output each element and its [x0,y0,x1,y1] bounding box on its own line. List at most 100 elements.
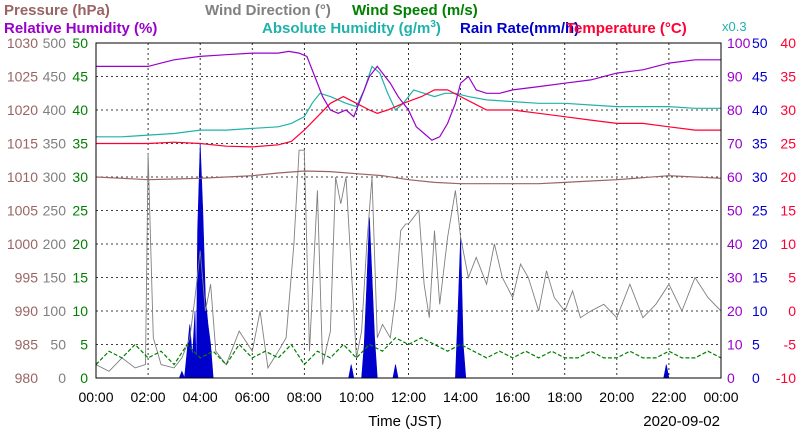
legend-wind-speed-text: Wind Speed (m/s) [352,2,478,19]
wind-speed-tick-label: 40 [72,102,88,118]
pressure-tick-label: 1030 [7,35,38,51]
x-tick-label: 04:00 [183,389,218,405]
x-tick-label: 14:00 [443,389,478,405]
temperature-tick-label: 5 [788,270,796,286]
relative-humidity-tick-label: 50 [727,203,743,219]
wind-direction-tick-label: 450 [43,69,67,85]
x-tick-label: 10:00 [339,389,374,405]
x-axis-label: Time (JST) [368,413,442,430]
pressure-tick-label: 1005 [7,203,38,219]
relative-humidity-tick-label: 0 [727,370,735,386]
x-tick-label: 08:00 [287,389,322,405]
wind-direction-tick-label: 50 [50,337,66,353]
wind-speed-axis: 0 5 10 15 20 25 30 35 40 45 50 [72,35,88,386]
wind-direction-axis: 0 50 100 150 200 250 300 350 400 450 500 [43,35,67,386]
temperature-tick-label: 20 [780,169,796,185]
series-wind-speed-m-s-line [95,337,722,366]
rain-rate-tick-label: 10 [752,303,768,319]
series-relative-humidity [96,50,721,141]
wind-speed-tick-label: 25 [72,203,88,219]
series-wind-speed-m-s [95,337,722,366]
rain-rate-tick-label: 50 [752,35,768,51]
rain-rate-tick-label: 0 [752,370,760,386]
series-temperature-c [96,89,721,148]
temperature-tick-label: 10 [780,236,796,252]
temperature-tick-label: 25 [780,136,796,152]
wind-direction-tick-label: 300 [43,169,67,185]
legend-relative-humidity-text: Relative Humidity (%) [4,20,157,37]
pressure-tick-label: 990 [15,303,39,319]
legend-absolute-humidity-close: ) [436,20,441,37]
legend-row-top: Pressure (hPa) Wind Direction (°) Wind Spe… [4,2,478,19]
x-tick-label: 00:00 [78,389,113,405]
legend-absolute-humidity-sup: 3 [430,19,436,30]
rain-rate-tick-label: 5 [752,337,760,353]
pressure-tick-label: 980 [15,370,39,386]
legend-wind-speed: Wind Speed (m/s) [352,2,478,19]
rain-rate-tick-label: 30 [752,169,768,185]
relative-humidity-axis: 0 10 20 30 40 50 60 70 80 90 100 [727,35,751,386]
x-tick-label: 06:00 [235,389,270,405]
pressure-tick-label: 1025 [7,69,38,85]
rain-rate-tick-label: 45 [752,69,768,85]
wind-speed-tick-label: 45 [72,69,88,85]
legend-absolute-humidity-text: Absolute Humidity (g/m [262,20,430,37]
wind-speed-tick-label: 30 [72,169,88,185]
x-tick-label: 22:00 [651,389,686,405]
rain-rate-tick-label: 40 [752,102,768,118]
legend-temperature: Temperature (°C) [566,20,687,37]
legend-row-bottom: Relative Humidity (%) Absolute Humidity (… [4,19,687,37]
pressure-tick-label: 1015 [7,136,38,152]
x-axis: 00:00 02:00 04:00 06:00 08:00 10:00 12:00 14:00… [78,389,738,405]
relative-humidity-tick-label: 70 [727,136,743,152]
pressure-tick-label: 985 [15,337,39,353]
pressure-tick-label: 1020 [7,102,38,118]
series-temperature-c-line [96,89,721,148]
x-tick-label: 18:00 [547,389,582,405]
pressure-tick-label: 995 [15,270,39,286]
temperature-axis: -10 -5 0 5 10 15 20 25 30 35 40 [776,35,796,386]
wind-speed-tick-label: 15 [72,270,88,286]
temperature-tick-label: 15 [780,203,796,219]
series-relative-humidity-line [96,50,721,141]
series-absolute-humidity-g-m [96,65,721,138]
rain-rate-axis: 0 5 10 15 20 25 30 35 40 45 50 [752,35,768,386]
relative-humidity-tick-label: 40 [727,236,743,252]
temperature-tick-label: -5 [784,337,797,353]
wind-direction-tick-label: 150 [43,270,67,286]
rain-rate-tick-label: 25 [752,203,768,219]
plot-frame [95,42,722,379]
x-tick-label: 16:00 [495,389,530,405]
wind-speed-tick-label: 5 [80,337,88,353]
wind-direction-tick-label: 500 [43,35,67,51]
series-wind-direction [95,149,722,372]
wind-speed-tick-label: 0 [80,370,88,386]
x-tick-label: 12:00 [391,389,426,405]
temperature-tick-label: 0 [788,303,796,319]
pressure-tick-label: 1010 [7,169,38,185]
wind-direction-tick-label: 200 [43,236,67,252]
relative-humidity-tick-label: 100 [727,35,751,51]
series-wind-direction-line [95,149,722,372]
wind-speed-tick-label: 35 [72,136,88,152]
legend-rain-rate-text: Rain Rate(mm/h) [460,20,579,37]
grid [96,43,721,378]
relative-humidity-tick-label: 60 [727,169,743,185]
relative-humidity-tick-label: 30 [727,270,743,286]
temperature-tick-label: 35 [780,69,796,85]
scale-note: x0.3 [722,19,747,34]
series-layer [95,50,722,379]
relative-humidity-tick-label: 80 [727,102,743,118]
series-absolute-humidity-g-m-line [96,65,721,138]
legend-pressure: Pressure (hPa) [4,2,110,19]
legend-pressure-text: Pressure (hPa) [4,2,110,19]
relative-humidity-tick-label: 10 [727,337,743,353]
temperature-tick-label: -10 [776,370,796,386]
series-pressure-hpa [95,170,722,185]
pressure-tick-label: 1000 [7,236,38,252]
x-tick-label: 20:00 [599,389,634,405]
wind-direction-tick-label: 350 [43,136,67,152]
wind-speed-tick-label: 50 [72,35,88,51]
relative-humidity-tick-label: 90 [727,69,743,85]
